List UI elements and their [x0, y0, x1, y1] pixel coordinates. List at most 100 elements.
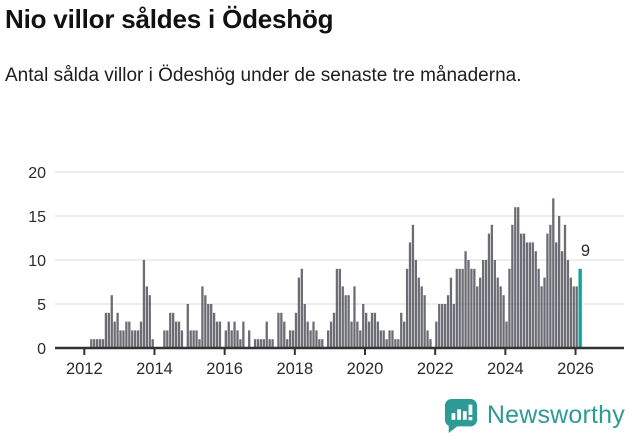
bar: [417, 277, 420, 348]
bar: [134, 330, 137, 348]
bar: [373, 312, 377, 348]
bar: [560, 251, 564, 348]
bar: [253, 339, 257, 348]
x-tick-label: 2020: [347, 360, 384, 378]
bar: [329, 321, 333, 348]
y-tick-label: 20: [28, 165, 46, 182]
bar: [332, 312, 336, 348]
bar: [256, 339, 260, 348]
bar: [557, 216, 561, 348]
bar: [198, 339, 201, 348]
bar: [303, 304, 306, 348]
page-title: Nio villor såldes i Ödeshög: [5, 4, 334, 34]
bar: [479, 277, 482, 348]
bar: [370, 312, 374, 348]
bar: [297, 277, 301, 348]
bar: [555, 242, 558, 348]
bar: [414, 260, 418, 348]
bar: [180, 330, 184, 348]
bar: [420, 286, 423, 348]
bar: [259, 339, 263, 348]
y-tick-label: 15: [28, 209, 46, 226]
bar: [449, 277, 453, 348]
x-tick-label: 2016: [206, 360, 243, 378]
bar: [347, 295, 350, 348]
x-tick-label: 2012: [66, 360, 103, 378]
bar: [139, 321, 143, 348]
bar: [382, 330, 385, 348]
bar: [212, 312, 216, 348]
bar: [186, 304, 189, 348]
bar: [283, 321, 286, 348]
x-tick-label: 2014: [136, 360, 173, 378]
bar: [300, 268, 303, 348]
bar: [487, 233, 491, 348]
bar: [470, 268, 473, 348]
bar: [248, 330, 251, 348]
bar: [429, 339, 432, 348]
newsworthy-wordmark: Newsworthy: [486, 400, 625, 429]
y-tick-label: 0: [37, 341, 46, 358]
bar: [525, 242, 529, 348]
bar-chart: 0 5 10 15 20 2012 2014 2016 2018 2020 2022 2024 2026…: [0, 148, 631, 393]
bar: [306, 321, 309, 348]
bar: [90, 339, 93, 348]
bar: [98, 339, 102, 348]
bar: [455, 268, 458, 348]
bar: [169, 312, 172, 348]
bar: [224, 330, 227, 348]
bar: [426, 330, 429, 348]
bar: [394, 339, 397, 348]
newsworthy-speech-bubble-bar-chart-icon: [444, 398, 477, 433]
bar: [502, 295, 505, 348]
bar: [318, 339, 321, 348]
bar: [163, 330, 166, 348]
bar: [367, 321, 371, 348]
bar: [207, 304, 210, 348]
bar: [458, 268, 461, 348]
bar: [174, 321, 178, 348]
bar: [391, 330, 394, 348]
bar: [110, 295, 113, 348]
bar: [484, 260, 488, 348]
bar: [119, 330, 122, 348]
bar: [461, 268, 464, 348]
bar: [338, 268, 341, 348]
bar: [315, 330, 318, 348]
bar: [575, 286, 578, 348]
bar: [517, 207, 520, 348]
bar: [405, 268, 409, 348]
bar: [397, 339, 400, 348]
bar: [476, 286, 479, 348]
bar: [499, 286, 502, 348]
bar: [177, 321, 181, 348]
bar: [546, 233, 549, 348]
bar: [528, 242, 532, 348]
bar: [107, 312, 110, 348]
bar: [511, 224, 514, 348]
bar: [204, 295, 207, 348]
bar: [192, 330, 195, 348]
bar: [230, 330, 233, 348]
newsworthy-logo[interactable]: Newsworthy: [444, 397, 625, 433]
y-tick-label: 10: [28, 253, 46, 270]
bar: [166, 330, 169, 348]
bar: [145, 286, 148, 348]
bar: [549, 224, 552, 348]
bar: [344, 295, 347, 348]
bar: [388, 330, 391, 348]
bar: [435, 321, 438, 348]
bar: [400, 312, 403, 348]
bar: [136, 330, 140, 348]
bar: [505, 321, 508, 348]
bar: [543, 277, 546, 348]
bar: [403, 321, 406, 348]
bar: [218, 321, 222, 348]
bar: [288, 330, 292, 348]
bar: [128, 321, 131, 348]
bar: [321, 339, 324, 348]
bar: [563, 224, 567, 348]
bar: [104, 312, 108, 348]
bar: [519, 233, 523, 348]
bar: [356, 321, 359, 348]
